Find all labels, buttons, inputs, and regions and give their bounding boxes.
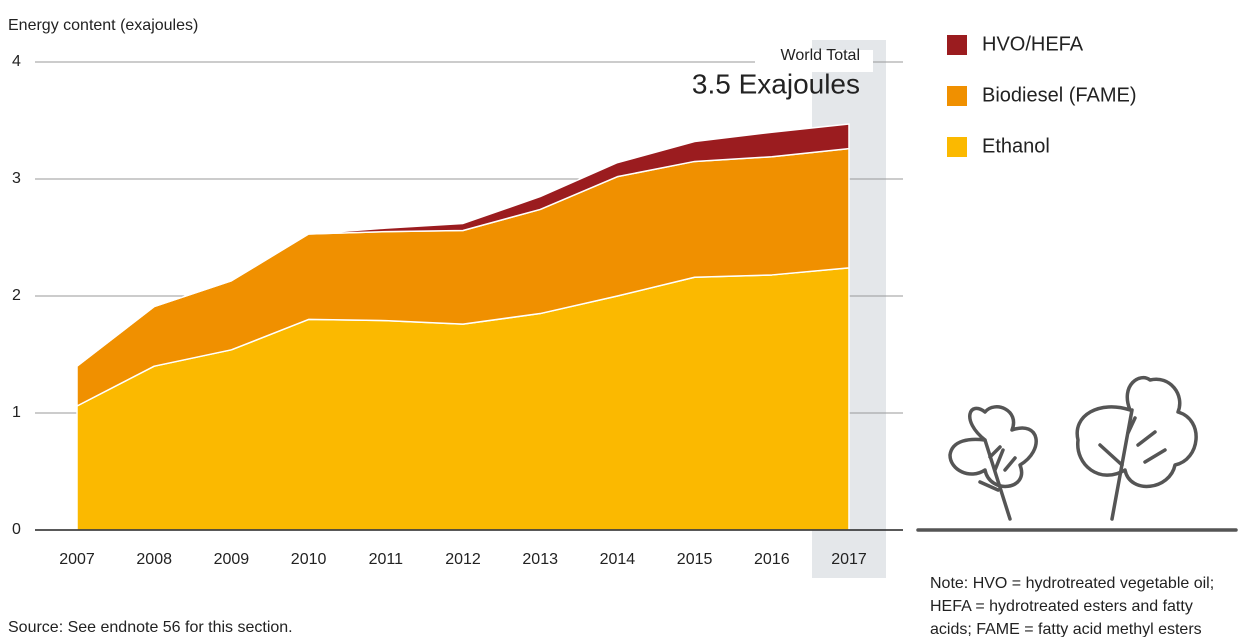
y-axis-title: Energy content (exajoules) xyxy=(8,17,198,34)
x-tick-label: 2007 xyxy=(59,551,95,568)
x-tick-label: 2010 xyxy=(291,551,327,568)
legend-label: Biodiesel (FAME) xyxy=(982,84,1137,106)
y-tick-label: 0 xyxy=(12,521,21,538)
x-tick-label: 2013 xyxy=(522,551,558,568)
x-tick-label: 2017 xyxy=(831,551,867,568)
y-tick-label: 1 xyxy=(12,404,21,421)
legend-swatch xyxy=(947,35,967,55)
annotation-value: 3.5 Exajoules xyxy=(692,68,860,99)
legend-swatch xyxy=(947,86,967,106)
y-tick-label: 2 xyxy=(12,287,21,304)
plant-icon xyxy=(916,376,1238,532)
x-tick-label: 2011 xyxy=(369,551,404,568)
note-line: acids; FAME = fatty acid methyl esters xyxy=(930,621,1202,637)
y-tick-label: 4 xyxy=(12,53,21,70)
x-tick-label: 2009 xyxy=(214,551,250,568)
legend-label: HVO/HEFA xyxy=(982,33,1084,55)
note-line: HEFA = hydrotreated esters and fatty xyxy=(930,598,1193,615)
legend-label: Ethanol xyxy=(982,135,1050,157)
legend-swatch xyxy=(947,137,967,157)
x-tick-label: 2015 xyxy=(677,551,713,568)
x-tick-label: 2008 xyxy=(136,551,172,568)
annotation-bg xyxy=(755,50,873,72)
x-tick-label: 2014 xyxy=(600,551,636,568)
x-tick-label: 2016 xyxy=(754,551,790,568)
annotation-label: World Total xyxy=(781,47,860,64)
y-tick-label: 3 xyxy=(12,170,21,187)
note-line: Note: HVO = hydrotreated vegetable oil; xyxy=(930,575,1214,592)
area xyxy=(76,123,850,367)
source: Source: See endnote 56 for this section. xyxy=(8,619,293,636)
x-tick-label: 2012 xyxy=(445,551,481,568)
